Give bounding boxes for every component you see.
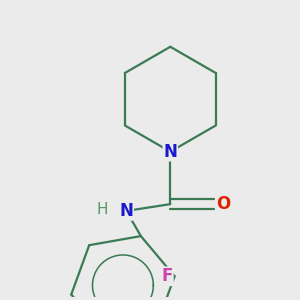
Text: N: N — [164, 143, 177, 161]
Text: H: H — [96, 202, 108, 217]
Text: F: F — [161, 267, 173, 285]
Text: O: O — [216, 195, 230, 213]
Text: N: N — [119, 202, 133, 220]
